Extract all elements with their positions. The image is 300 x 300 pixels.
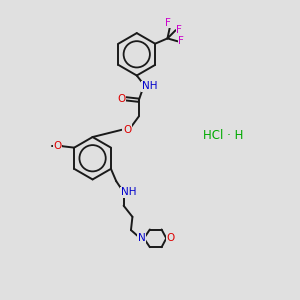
Text: F: F (176, 25, 182, 34)
Text: O: O (166, 233, 175, 243)
Text: N: N (138, 233, 146, 243)
Text: HCl · H: HCl · H (203, 129, 244, 142)
Text: O: O (117, 94, 126, 104)
Text: F: F (165, 18, 171, 28)
Text: NH: NH (121, 188, 136, 197)
Text: NH: NH (142, 81, 157, 91)
Text: O: O (123, 125, 131, 135)
Text: O: O (54, 141, 62, 151)
Text: F: F (178, 36, 184, 46)
